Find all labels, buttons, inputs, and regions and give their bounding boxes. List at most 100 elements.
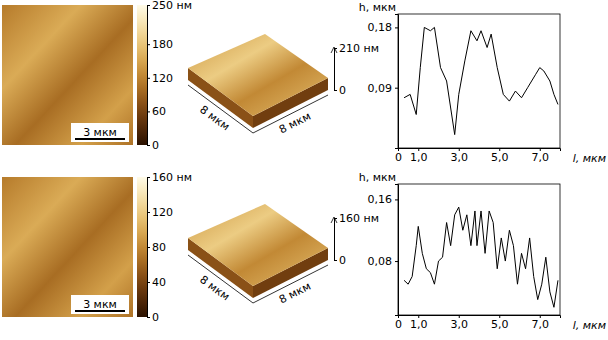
tick-label: 1,0 bbox=[410, 151, 428, 164]
tick-label: 0,16 bbox=[368, 193, 393, 206]
tick: 3,0 bbox=[451, 148, 469, 164]
axis-label: 8 мкм bbox=[197, 273, 232, 304]
tick-label: 0 bbox=[395, 318, 402, 331]
tick-mark bbox=[147, 111, 150, 112]
colorbar bbox=[137, 177, 147, 317]
tick-mark bbox=[395, 88, 398, 89]
tick-mark bbox=[147, 78, 150, 79]
tick-label: 60 bbox=[152, 105, 166, 118]
scale-bar-label: 3 мкм bbox=[83, 126, 117, 139]
tick-mark bbox=[147, 317, 150, 318]
figure: 3 мкм060120180250 нм8 мкм8 мкм0210 нм0,0… bbox=[0, 0, 608, 340]
tick-label: 0 bbox=[152, 311, 159, 324]
tick-label: 250 нм bbox=[152, 0, 192, 12]
axis: 0,09 0,18 bbox=[368, 15, 399, 149]
tick-label: 160 нм bbox=[339, 212, 379, 225]
tick-label: 210 нм bbox=[339, 42, 379, 55]
tick-mark bbox=[147, 247, 150, 248]
axis-arrow bbox=[331, 47, 337, 53]
tick-label: 0 bbox=[395, 151, 402, 164]
tick-label: 5,0 bbox=[491, 151, 509, 164]
axis: 0,08 0,16 bbox=[368, 185, 399, 316]
tick-mark bbox=[147, 145, 150, 146]
tick: 1,0 bbox=[410, 148, 428, 164]
afm-panel: 3 мкм 0 40 80 120 160 нм bbox=[2, 171, 192, 324]
afm-image bbox=[2, 177, 133, 317]
tick-label: 0 bbox=[339, 84, 346, 97]
axis-line bbox=[148, 6, 151, 146]
axis-arrow bbox=[331, 217, 337, 223]
axis: 0 40 80 120 160 нм bbox=[147, 171, 192, 324]
axis-title: l, мкм bbox=[573, 152, 606, 165]
surface-top bbox=[188, 204, 328, 286]
tick-label: 80 bbox=[152, 241, 166, 254]
tick-label: 0 bbox=[339, 254, 346, 267]
tick-label: 40 bbox=[152, 276, 166, 289]
tick: 120 bbox=[147, 72, 173, 85]
tick-label: 120 bbox=[152, 206, 173, 219]
surface-panel: 8 мкм 8 мкм 0 210 нм bbox=[188, 34, 379, 136]
tick-label: 3,0 bbox=[451, 318, 469, 331]
tick-label: 7,0 bbox=[532, 151, 550, 164]
tick-label: 3,0 bbox=[451, 151, 469, 164]
tick: 210 нм bbox=[334, 42, 379, 55]
afm-panel: 3 мкм 0 60 120 180 250 нм bbox=[2, 0, 192, 152]
tick: 0,16 bbox=[368, 193, 399, 206]
colorbar bbox=[137, 5, 147, 145]
tick: 60 bbox=[147, 105, 166, 118]
axis: 0 1,0 3,0 5,0 7,0 bbox=[395, 315, 561, 331]
tick: 3,0 bbox=[451, 315, 469, 331]
profile-panel: 0,080,1601,03,05,07,0h, мкмl, мкм bbox=[359, 171, 606, 332]
profile-panel: 0,09 0,18 0 1,0 3,0 5,0 7,0 h, мкм l, мкм bbox=[359, 1, 606, 165]
tick-mark bbox=[334, 90, 337, 91]
axis-line bbox=[188, 85, 253, 133]
axis-label: 8 мкм bbox=[197, 103, 232, 134]
axis-line bbox=[188, 255, 253, 303]
tick-mark bbox=[147, 44, 150, 45]
tick-mark bbox=[147, 282, 150, 283]
tick: 7,0 bbox=[532, 148, 550, 164]
tick-label: 7,0 bbox=[532, 318, 550, 331]
tick: 0 bbox=[334, 254, 346, 267]
tick: 0 bbox=[334, 84, 346, 97]
afm-image bbox=[2, 5, 133, 145]
tick: 0 bbox=[395, 148, 402, 164]
tick: 0 bbox=[395, 315, 402, 331]
axis-title: h, мкм bbox=[359, 1, 396, 14]
tick-label: 0,08 bbox=[368, 255, 393, 268]
tick: 0 bbox=[147, 139, 159, 152]
axis: 0 60 120 180 250 нм bbox=[147, 0, 192, 152]
axis: 0 1,0 3,0 5,0 7,0 bbox=[395, 148, 561, 164]
tick-label: 160 нм bbox=[152, 171, 192, 184]
surface-panel: 8 мкм 8 мкм 0 160 нм bbox=[188, 204, 379, 306]
axis-line bbox=[335, 49, 338, 91]
plot-area bbox=[404, 27, 558, 134]
tick: 0,09 bbox=[368, 82, 399, 95]
tick: 80 bbox=[147, 241, 166, 254]
axis-title: l, мкм bbox=[573, 319, 606, 332]
tick: 1,0 bbox=[410, 315, 428, 331]
tick: 120 bbox=[147, 206, 173, 219]
plot-frame bbox=[398, 14, 560, 148]
scale-bar-label: 3 мкм bbox=[83, 298, 117, 311]
tick: 7,0 bbox=[532, 315, 550, 331]
tick: 40 bbox=[147, 276, 166, 289]
tick-label: 0,18 bbox=[368, 21, 393, 34]
tick-label: 5,0 bbox=[491, 318, 509, 331]
scale-bar-box bbox=[71, 295, 129, 314]
tick: 250 нм bbox=[147, 0, 192, 12]
scale-bar-box bbox=[71, 123, 129, 142]
tick-mark bbox=[147, 212, 150, 213]
tick: 160 нм bbox=[334, 212, 379, 225]
axis-line bbox=[335, 219, 338, 261]
tick-label: 1,0 bbox=[410, 318, 428, 331]
axis-line bbox=[395, 185, 399, 316]
tick: 0,08 bbox=[368, 255, 399, 268]
axis-label: 8 мкм bbox=[277, 109, 313, 136]
tick: 5,0 bbox=[491, 148, 509, 164]
tick: 180 bbox=[147, 38, 173, 51]
tick-mark bbox=[334, 260, 337, 261]
axis-label: 8 мкм bbox=[277, 279, 313, 306]
tick: 0 bbox=[147, 311, 159, 324]
tick-label: 0,09 bbox=[368, 82, 393, 95]
